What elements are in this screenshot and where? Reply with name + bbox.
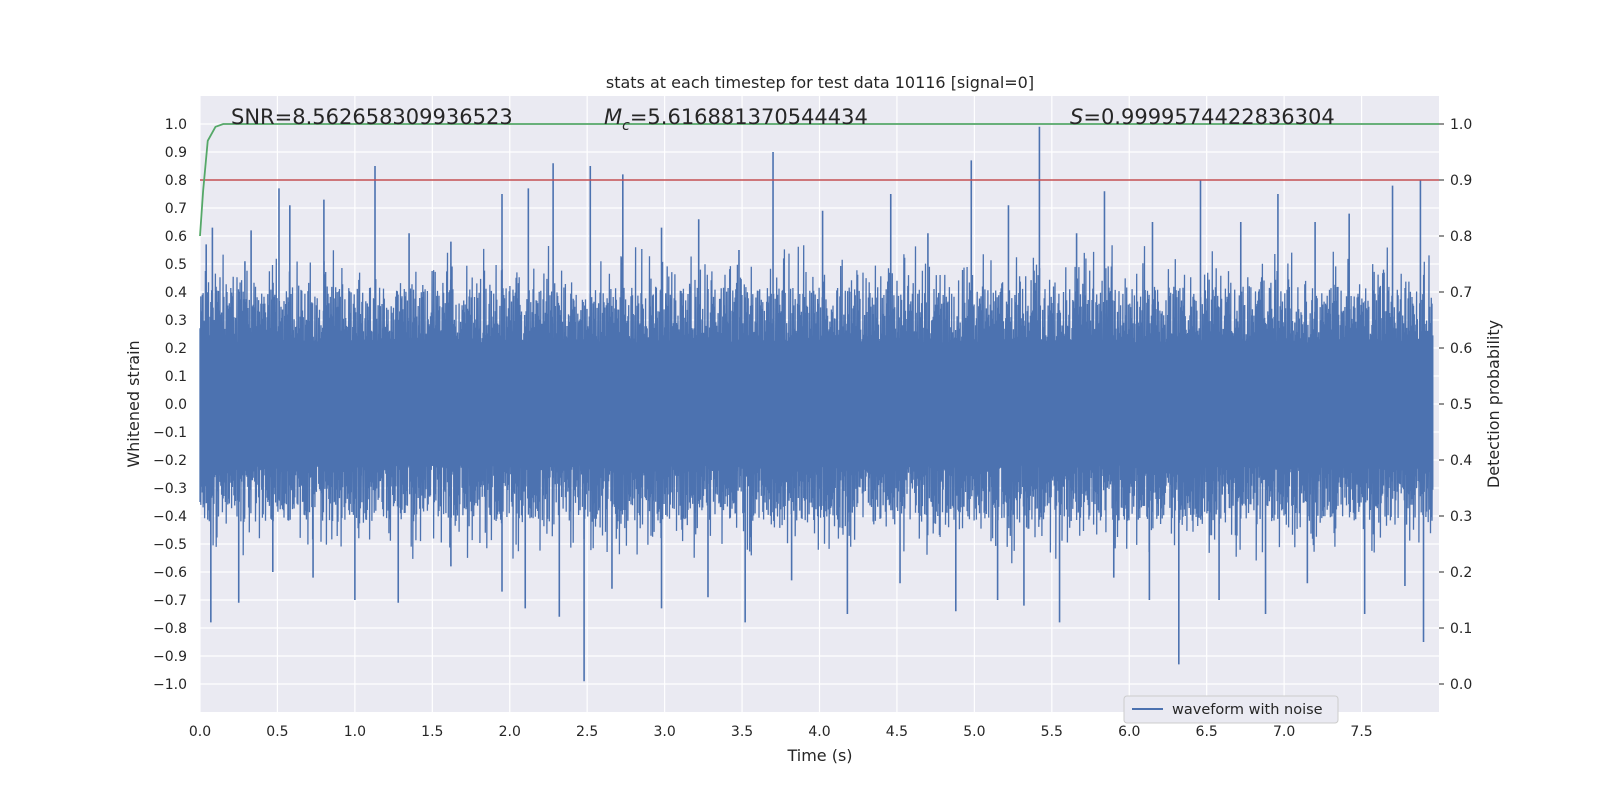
y-tick-label: 0.0 [165,397,187,413]
y-axis-title: Whitened strain [124,340,143,467]
x-axis-title: Time (s) [786,746,852,765]
y-tick-label: −1.0 [153,677,187,693]
y-tick-label: −0.8 [153,621,187,637]
legend: waveform with noise [1123,695,1339,724]
legend-box [1123,695,1339,724]
y2-tick-label: 0.5 [1450,397,1472,413]
y-tick-label: 0.7 [165,201,187,217]
y2-tick-label: 0.7 [1450,285,1472,301]
y-tick-label: −0.2 [153,453,187,469]
mc-annotation: Mc=5.616881370544434 [604,105,868,134]
x-tick-label: 1.5 [421,724,443,740]
x-tick-label: 0.5 [266,724,288,740]
y2-axis-ticks: 0.0 0.1 0.2 0.3 0.4 0.5 0.6 0.7 0.8 0.9 1.0 [1439,117,1472,693]
y-tick-label: 0.3 [165,313,187,329]
y-tick-label: −0.1 [153,425,187,441]
y2-axis-title: Detection probability [1484,320,1503,488]
y-tick-label: 0.1 [165,369,187,385]
y-tick-label: 0.4 [165,285,187,301]
y-tick-label: 0.6 [165,229,187,245]
y2-tick-label: 0.9 [1450,173,1472,189]
series-layer [199,123,1439,682]
y2-tick-label: 1.0 [1450,117,1472,133]
y-tick-label: −0.6 [153,565,187,581]
y-tick-label: 0.9 [165,145,187,161]
x-tick-label: 5.0 [963,724,985,740]
x-tick-label: 2.5 [576,724,598,740]
y2-tick-label: 0.2 [1450,565,1472,581]
x-tick-label: 3.0 [653,724,675,740]
x-tick-label: 1.0 [344,724,366,740]
y-tick-label: 0.5 [165,257,187,273]
y-tick-label: −0.3 [153,481,187,497]
x-tick-label: 0.0 [189,724,211,740]
y2-tick-label: 0.0 [1450,677,1472,693]
detection-probability-line [199,123,1439,237]
y2-tick-label: 0.8 [1450,229,1472,245]
x-tick-label: 7.0 [1273,724,1295,740]
x-tick-label: 6.0 [1118,724,1140,740]
x-tick-label: 6.5 [1196,724,1218,740]
chart-title: stats at each timestep for test data 101… [606,73,1034,92]
y2-tick-label: 0.3 [1450,509,1472,525]
x-tick-label: 2.0 [499,724,521,740]
x-tick-label: 5.5 [1041,724,1063,740]
x-tick-label: 4.0 [808,724,830,740]
y-tick-label: −0.7 [153,593,187,609]
snr-annotation: SNR=8.562658309936523 [231,105,513,129]
y-tick-label: −0.4 [153,509,187,525]
y-tick-label: −0.9 [153,649,187,665]
y-tick-label: 1.0 [165,117,187,133]
y-tick-label: 0.8 [165,173,187,189]
x-tick-label: 3.5 [731,724,753,740]
x-tick-label: 4.5 [886,724,908,740]
y-tick-label: −0.5 [153,537,187,553]
s-annotation: S=0.9999574422836304 [1070,105,1335,129]
waveform-trace [199,245,1434,564]
y-axis-ticks: −1.0 −0.9 −0.8 −0.7 −0.6 −0.5 −0.4 −0.3 −0.2 −0.1… [153,117,187,693]
legend-entry: waveform with noise [1172,702,1323,718]
y2-tick-label: 0.4 [1450,453,1472,469]
y2-tick-label: 0.6 [1450,341,1472,357]
x-tick-label: 7.5 [1350,724,1372,740]
x-axis-ticks: 0.0 0.5 1.0 1.5 2.0 2.5 3.0 3.5 4.0 4.5 5.0 5.5 6.0 6… [189,724,1373,740]
y-tick-label: 0.2 [165,341,187,357]
y2-tick-label: 0.1 [1450,621,1472,637]
